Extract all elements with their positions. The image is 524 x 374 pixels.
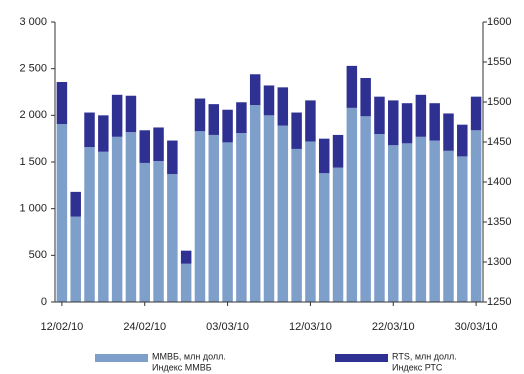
bar	[153, 161, 164, 302]
y2-tick-label: 1550	[487, 56, 511, 68]
y-tick-label: 1 000	[19, 203, 47, 215]
bar	[236, 102, 247, 134]
legend-label: RTS, млн долл.	[392, 351, 457, 361]
bar	[291, 148, 302, 302]
bar	[222, 142, 233, 302]
x-tick-label: 30/03/10	[455, 321, 498, 333]
bar	[111, 136, 123, 302]
bar	[415, 94, 427, 137]
x-tick-label: 24/02/10	[123, 321, 166, 333]
bar	[305, 100, 316, 142]
bar	[318, 138, 330, 174]
bar	[263, 85, 275, 116]
legend-swatch	[95, 354, 148, 362]
bar	[415, 136, 427, 302]
bar	[277, 125, 289, 302]
bar	[388, 100, 399, 146]
y-tick-label: 2 500	[19, 63, 47, 75]
bar	[374, 96, 385, 134]
bar	[401, 143, 413, 302]
bar	[429, 140, 440, 302]
y2-tick-label: 1500	[487, 96, 511, 108]
bar	[208, 104, 220, 135]
y2-tick-label: 1300	[487, 256, 511, 268]
bar	[180, 263, 192, 302]
bar	[263, 115, 275, 302]
legend-note: Индекс РТС	[392, 362, 443, 372]
bar	[470, 96, 482, 131]
bar	[111, 94, 123, 137]
y2-tick-label: 1600	[487, 16, 511, 28]
bar	[139, 130, 150, 163]
bar	[180, 250, 192, 264]
bar	[194, 98, 206, 132]
bar	[443, 113, 454, 151]
bar	[346, 65, 358, 108]
bar	[443, 150, 454, 302]
y-tick-label: 500	[29, 249, 47, 261]
bar	[70, 191, 81, 217]
bar	[139, 162, 150, 302]
y-tick-label: 1 500	[19, 156, 47, 168]
bar	[222, 109, 233, 143]
bar	[318, 173, 330, 302]
bar	[70, 216, 81, 302]
bar	[194, 131, 206, 302]
bar	[125, 132, 137, 302]
legend-label: ММВБ, млн долл.	[152, 351, 226, 361]
x-tick-label: 12/03/10	[289, 321, 332, 333]
bar	[332, 134, 344, 168]
x-tick-label: 22/03/10	[372, 321, 415, 333]
y-tick-label: 3 000	[19, 16, 47, 28]
bar	[457, 124, 468, 157]
bar	[305, 141, 316, 302]
bar	[346, 107, 358, 302]
bar	[249, 105, 261, 302]
bar	[236, 133, 247, 302]
y2-tick-label: 1350	[487, 216, 511, 228]
bar	[98, 151, 109, 302]
bar	[332, 167, 344, 302]
legend-swatch	[335, 354, 388, 362]
bar	[470, 130, 482, 302]
bar	[98, 115, 109, 152]
bar	[167, 140, 178, 175]
y2-tick-label: 1400	[487, 176, 511, 188]
y-tick-label: 2 000	[19, 109, 47, 121]
bar	[277, 87, 289, 126]
y2-tick-label: 1450	[487, 136, 511, 148]
bar	[291, 112, 302, 149]
bar	[56, 124, 68, 302]
bar	[153, 127, 164, 162]
bar	[429, 103, 440, 141]
y-tick-label: 0	[41, 296, 47, 308]
bar	[374, 134, 385, 302]
bar	[208, 134, 220, 302]
bar	[457, 156, 468, 302]
bar	[84, 112, 95, 148]
bar	[360, 116, 371, 303]
x-tick-label: 03/03/10	[206, 321, 249, 333]
bar	[388, 145, 399, 302]
bar	[401, 103, 413, 144]
bar	[167, 174, 178, 302]
x-tick-label: 12/02/10	[40, 321, 83, 333]
bar	[56, 82, 68, 125]
bar	[84, 147, 95, 302]
y2-tick-label: 1250	[487, 296, 511, 308]
legend-note: Индекс ММВБ	[152, 362, 212, 372]
bar	[249, 74, 261, 106]
bar	[360, 78, 371, 117]
bar	[125, 95, 137, 133]
